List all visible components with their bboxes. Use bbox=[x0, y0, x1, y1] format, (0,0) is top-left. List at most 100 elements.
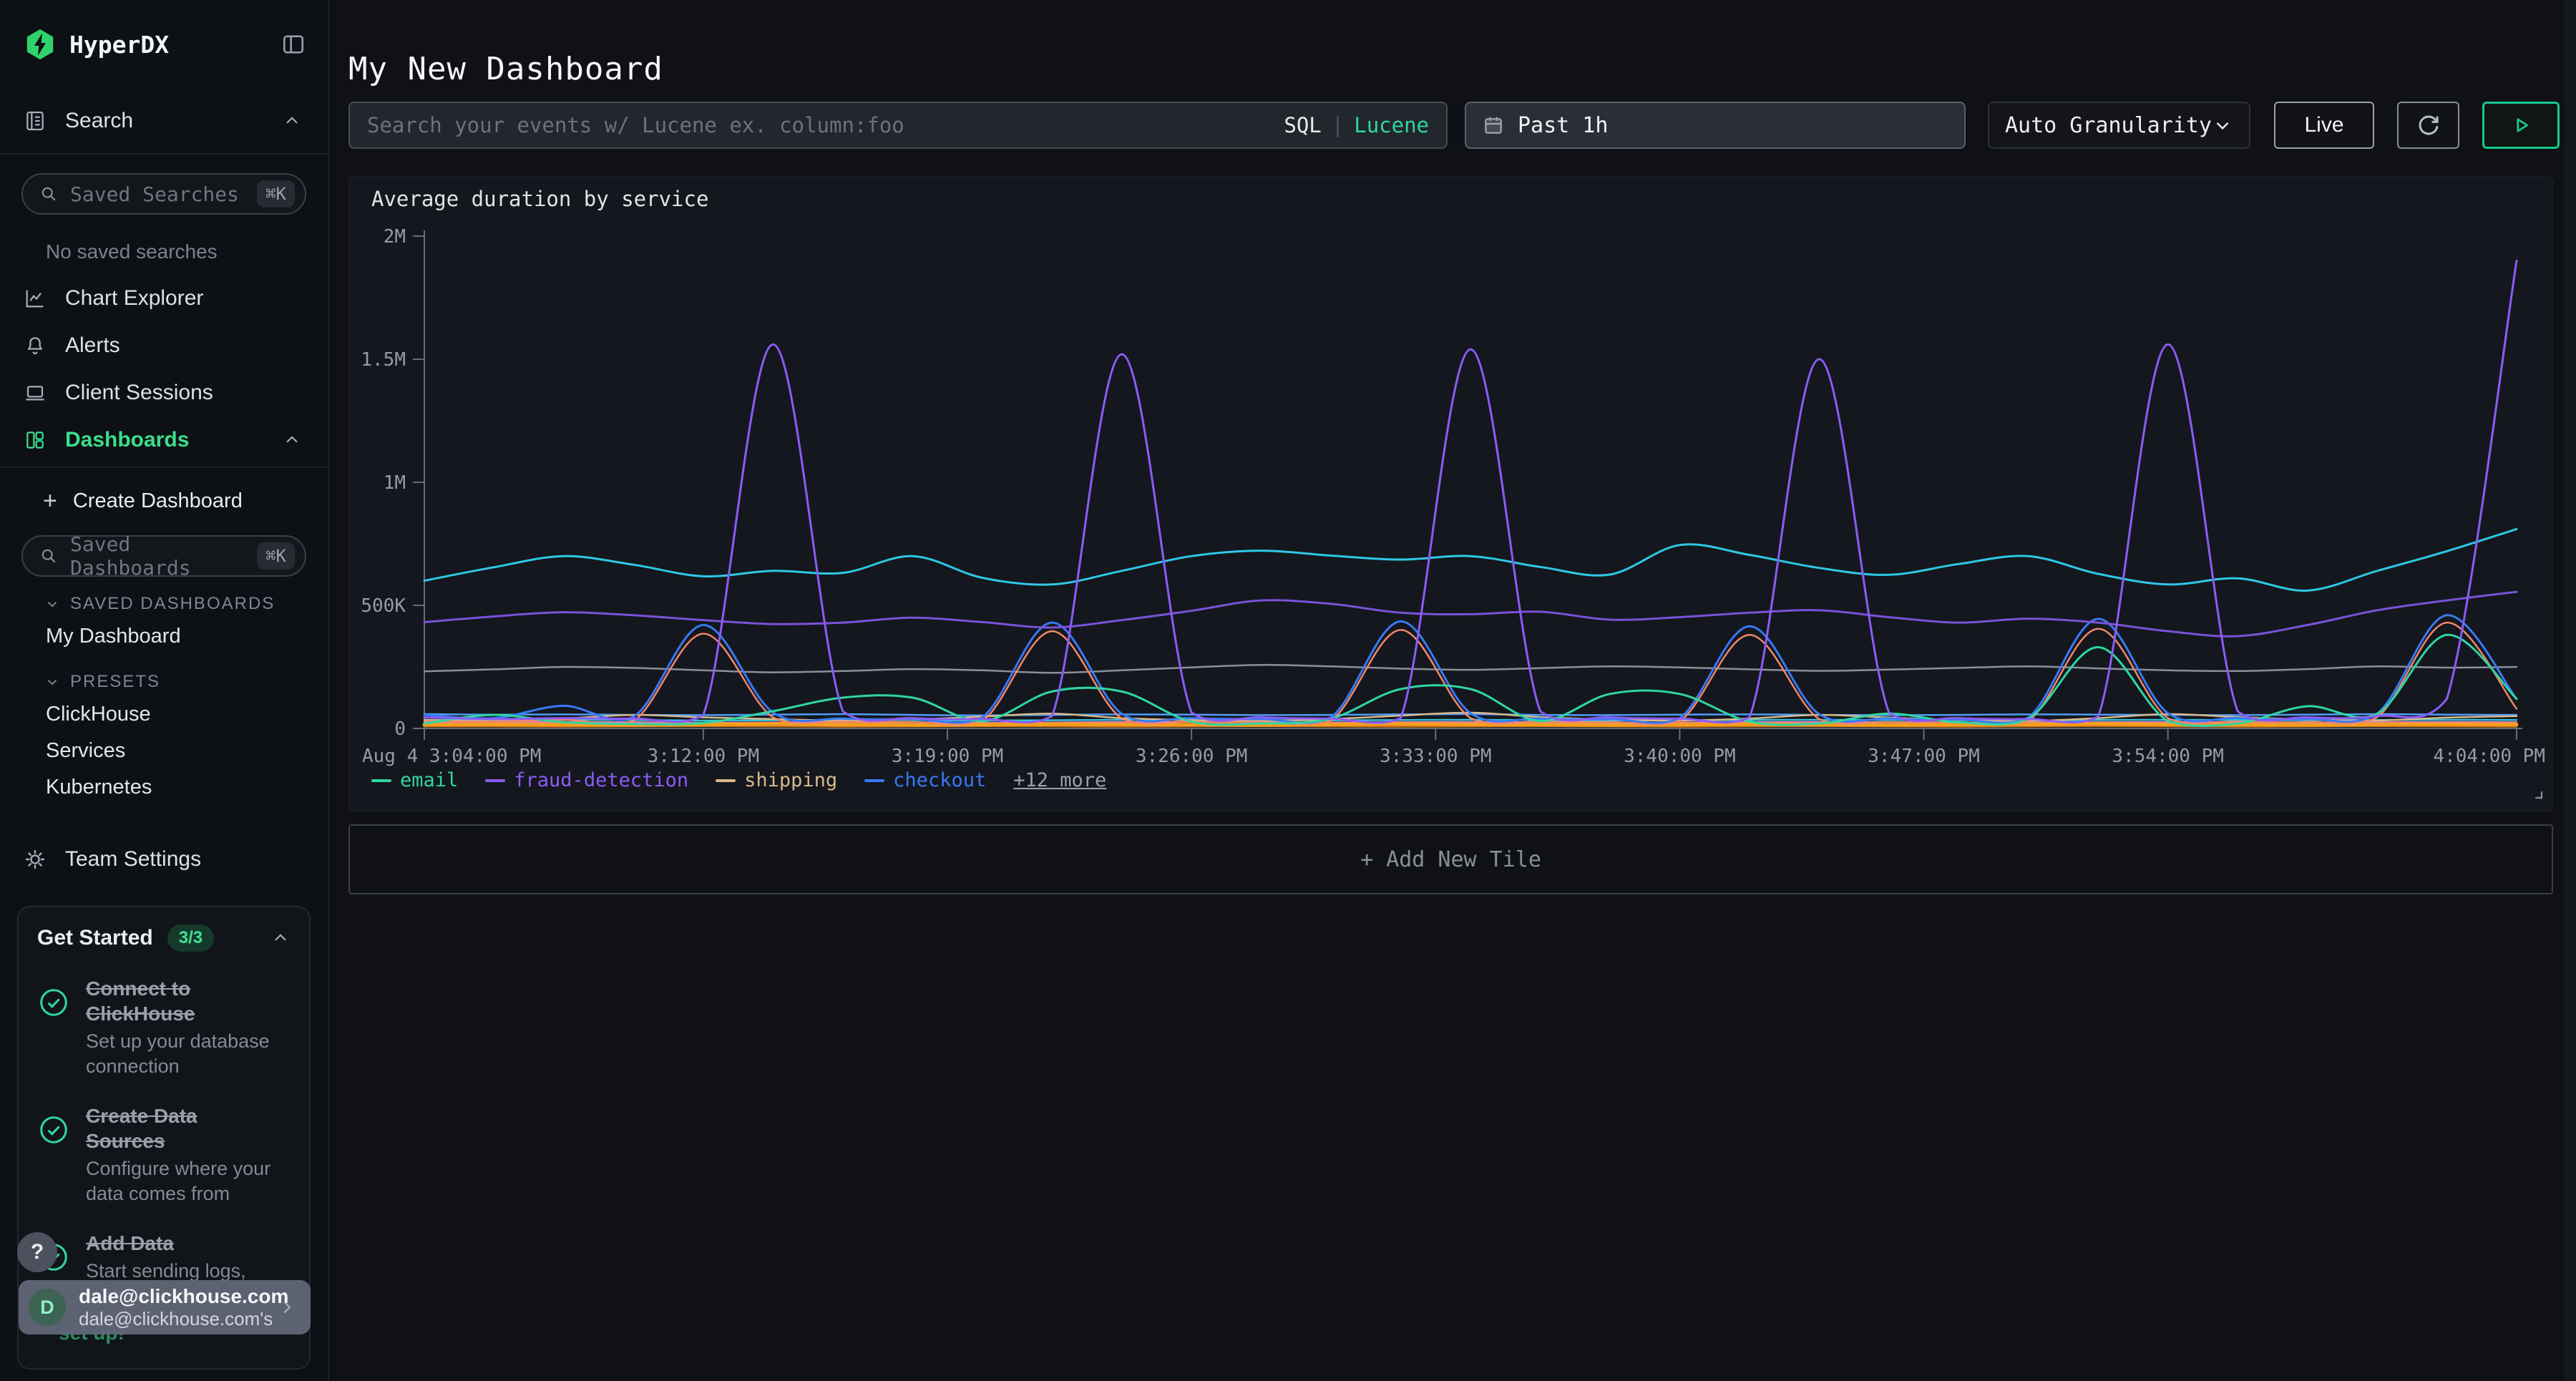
time-range-value: Past 1h bbox=[1518, 112, 1609, 138]
avatar: D bbox=[29, 1289, 66, 1326]
get-started-item-data-sources[interactable]: Create Data Sources Configure where your… bbox=[37, 1103, 291, 1206]
help-button[interactable]: ? bbox=[17, 1232, 57, 1272]
sidebar-item-search[interactable]: Search bbox=[0, 104, 328, 137]
sidebar-item-alerts[interactable]: Alerts bbox=[0, 329, 328, 362]
page-title: My New Dashboard bbox=[348, 51, 663, 88]
get-started-title: Get Started bbox=[37, 926, 153, 950]
event-search-input[interactable]: Search your events w/ Lucene ex. column:… bbox=[348, 102, 1448, 149]
sidebar-item-team-settings[interactable]: Team Settings bbox=[0, 843, 328, 876]
duration-chart-svg: 0 500K 1M 1.5M 2M Aug 4 3:04:00 PM 3:12:00 PM 3… bbox=[361, 226, 2545, 767]
legend-more-link[interactable]: +12 more bbox=[1013, 769, 1107, 791]
sidebar-item-dashboards[interactable]: Dashboards bbox=[0, 424, 328, 457]
task-description: Set up your database connection bbox=[86, 1030, 270, 1078]
time-range-picker[interactable]: Past 1h bbox=[1465, 102, 1966, 149]
sidebar-item-kubernetes[interactable]: Kubernetes bbox=[46, 776, 152, 799]
svg-text:2M: 2M bbox=[384, 226, 406, 248]
check-circle-icon bbox=[37, 986, 70, 1023]
svg-text:3:33:00 PM: 3:33:00 PM bbox=[1380, 746, 1492, 767]
refresh-icon bbox=[2419, 115, 2439, 135]
svg-text:3:40:00 PM: 3:40:00 PM bbox=[1624, 746, 1736, 767]
sidebar-toggle-icon bbox=[283, 35, 304, 54]
logo-row: HyperDX bbox=[24, 24, 306, 64]
chevron-up-icon bbox=[282, 430, 302, 450]
legend-item-fraud-detection[interactable]: fraud-detection bbox=[485, 769, 688, 791]
svg-text:1M: 1M bbox=[384, 472, 406, 494]
search-icon bbox=[39, 546, 59, 566]
saved-dashboards-input[interactable]: Saved Dashboards ⌘K bbox=[21, 532, 306, 580]
task-title: Add Data bbox=[86, 1232, 174, 1255]
chevron-down-icon bbox=[44, 674, 60, 690]
sidebar-item-clickhouse[interactable]: ClickHouse bbox=[46, 703, 151, 726]
sidebar-item-client-sessions[interactable]: Client Sessions bbox=[0, 376, 328, 409]
no-saved-searches-text: No saved searches bbox=[46, 240, 218, 263]
play-icon bbox=[2517, 118, 2529, 132]
chevron-right-icon bbox=[276, 1297, 298, 1318]
legend-item-shipping[interactable]: shipping bbox=[716, 769, 837, 791]
get-started-header[interactable]: Get Started 3/3 bbox=[37, 924, 291, 952]
chart-tile[interactable]: Average duration by service 0 500K 1M 1.5M 2… bbox=[348, 176, 2553, 811]
sidebar: HyperDX Search Saved Searches ⌘K No save… bbox=[0, 0, 329, 1381]
saved-dashboards-placeholder: Saved Dashboards bbox=[70, 532, 191, 580]
get-started-progress-badge: 3/3 bbox=[167, 924, 215, 952]
dashboard-filter-row: Search your events w/ Lucene ex. column:… bbox=[348, 102, 2560, 149]
user-account-button[interactable]: D dale@clickhouse.com dale@clickhouse.co… bbox=[19, 1280, 311, 1334]
hyperdx-logo-icon bbox=[24, 28, 57, 61]
chevron-up-icon bbox=[282, 111, 302, 131]
add-new-tile-button[interactable]: + Add New Tile bbox=[348, 824, 2553, 894]
task-description: Configure where your data comes from bbox=[86, 1158, 271, 1205]
svg-text:4:04:00 PM: 4:04:00 PM bbox=[2433, 746, 2545, 767]
sidebar-item-chart-explorer[interactable]: Chart Explorer bbox=[0, 282, 328, 315]
legend-item-checkout[interactable]: checkout bbox=[864, 769, 986, 791]
saved-searches-input[interactable]: Saved Searches ⌘K bbox=[21, 173, 306, 215]
chart-legend: email fraud-detection shipping checkout … bbox=[371, 769, 1106, 791]
chart-explorer-icon bbox=[24, 287, 47, 310]
run-query-button[interactable] bbox=[2482, 102, 2560, 149]
search-journal-icon bbox=[24, 109, 47, 132]
sidebar-item-label: Search bbox=[65, 109, 134, 132]
legend-item-email[interactable]: email bbox=[371, 769, 458, 791]
granularity-value: Auto Granularity bbox=[2005, 112, 2212, 138]
cmd-k-shortcut-badge: ⌘K bbox=[257, 180, 295, 208]
svg-text:3:26:00 PM: 3:26:00 PM bbox=[1136, 746, 1248, 767]
presets-section-toggle[interactable]: PRESETS bbox=[0, 665, 328, 696]
sql-language-toggle[interactable]: SQL bbox=[1284, 113, 1322, 137]
refresh-button[interactable] bbox=[2397, 102, 2459, 149]
svg-text:3:54:00 PM: 3:54:00 PM bbox=[2112, 746, 2224, 767]
chart-title: Average duration by service bbox=[371, 187, 709, 211]
sidebar-item-my-dashboard[interactable]: My Dashboard bbox=[46, 625, 181, 648]
cmd-k-shortcut-badge: ⌘K bbox=[257, 542, 295, 570]
user-email: dale@clickhouse.com bbox=[79, 1284, 289, 1307]
divider bbox=[0, 467, 328, 468]
svg-text:0: 0 bbox=[394, 718, 406, 740]
granularity-select[interactable]: Auto Granularity bbox=[1988, 102, 2250, 149]
svg-text:3:12:00 PM: 3:12:00 PM bbox=[648, 746, 760, 767]
saved-dashboards-section-toggle[interactable]: SAVED DASHBOARDS bbox=[0, 587, 328, 618]
chevron-up-icon[interactable] bbox=[270, 928, 291, 948]
svg-text:500K: 500K bbox=[361, 595, 406, 617]
lucene-language-toggle[interactable]: Lucene bbox=[1354, 113, 1429, 137]
legend-dash bbox=[485, 779, 506, 782]
sidebar-item-label: Alerts bbox=[65, 333, 120, 357]
sidebar-item-label: Chart Explorer bbox=[65, 286, 204, 310]
get-started-item-connect[interactable]: Connect to ClickHouse Set up your databa… bbox=[37, 976, 291, 1079]
calendar-icon bbox=[1482, 114, 1505, 137]
plus-icon: + bbox=[43, 487, 57, 514]
user-org: dale@clickhouse.com's bbox=[79, 1307, 273, 1329]
chevron-down-icon bbox=[2212, 114, 2233, 136]
main-content: My New Dashboard Search your events w/ L… bbox=[329, 0, 2576, 1381]
create-dashboard-button[interactable]: + Create Dashboard bbox=[0, 485, 328, 517]
sidebar-item-label: Team Settings bbox=[65, 847, 202, 871]
collapse-sidebar-button[interactable] bbox=[280, 31, 306, 57]
section-label: SAVED DASHBOARDS bbox=[70, 594, 275, 613]
scrollbar[interactable] bbox=[2565, 0, 2576, 1381]
create-dashboard-label: Create Dashboard bbox=[72, 489, 243, 512]
sidebar-item-services[interactable]: Services bbox=[46, 739, 126, 762]
chevron-down-icon bbox=[44, 596, 60, 612]
live-button[interactable]: Live bbox=[2274, 102, 2374, 149]
divider bbox=[0, 153, 328, 155]
laptop-icon bbox=[24, 381, 47, 404]
check-circle-icon bbox=[37, 1113, 70, 1150]
svg-text:3:19:00 PM: 3:19:00 PM bbox=[892, 746, 1004, 767]
tile-resize-handle[interactable] bbox=[2524, 780, 2545, 805]
